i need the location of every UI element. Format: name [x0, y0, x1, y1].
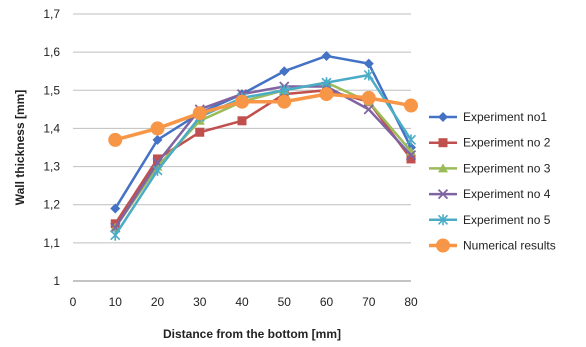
y-tick-label: 1,7 — [43, 7, 60, 21]
data-point — [363, 104, 374, 115]
y-tick-label: 1,6 — [43, 45, 60, 59]
y-axis-ticks: 1 1,1 1,2 1,3 1,4 1,5 1,6 1,7 — [43, 7, 60, 288]
data-point — [237, 116, 247, 126]
data-point — [361, 90, 376, 105]
legend-entry: Experiment no 4 — [429, 187, 551, 201]
data-point — [319, 87, 334, 102]
series-6 — [108, 87, 418, 147]
series-line — [114, 92, 412, 142]
x-tick-label: 10 — [109, 295, 123, 309]
y-tick-label: 1 — [53, 274, 60, 288]
x-tick-label: 70 — [362, 295, 376, 309]
grid-lines — [73, 13, 411, 282]
data-point — [152, 164, 163, 176]
data-point — [192, 106, 207, 121]
legend-label: Experiment no 5 — [463, 213, 551, 227]
data-point — [110, 229, 121, 241]
legend-label: Experiment no 2 — [463, 136, 551, 150]
legend-marker — [438, 112, 448, 122]
x-tick-label: 30 — [193, 295, 207, 309]
data-point — [321, 77, 332, 89]
legend-entry: Experiment no 2 — [429, 136, 551, 150]
y-axis-title: Wall thickness [mm] — [13, 90, 27, 206]
legend-marker — [437, 214, 449, 226]
x-tick-label: 50 — [278, 295, 292, 309]
data-point — [363, 69, 374, 81]
series-line — [114, 85, 412, 229]
y-tick-label: 1,3 — [43, 160, 60, 174]
y-tick-label: 1,4 — [43, 121, 60, 135]
legend-label: Experiment no 3 — [463, 161, 551, 175]
data-point — [404, 98, 418, 113]
data-point — [108, 132, 123, 147]
legend-entry: Experiment no 5 — [429, 213, 551, 227]
legend-entry: Experiment no 3 — [429, 161, 551, 175]
x-tick-label: 80 — [404, 295, 418, 309]
y-tick-label: 1,1 — [43, 236, 60, 250]
x-tick-label: 20 — [151, 295, 165, 309]
x-tick-label: 60 — [320, 295, 334, 309]
data-point — [153, 154, 162, 164]
legend-entry: Numerical results — [429, 238, 556, 253]
data-point — [406, 154, 416, 164]
legend-marker — [436, 238, 450, 253]
legend-label: Numerical results — [463, 239, 556, 253]
legend-marker — [438, 138, 448, 148]
x-axis-ticks: 0 10 20 30 40 50 60 70 80 — [70, 295, 418, 309]
x-axis-title: Distance from the bottom [mm] — [163, 327, 341, 341]
legend-label: Experiment no1 — [463, 110, 547, 124]
data-point — [235, 94, 249, 109]
legend-label: Experiment no 4 — [463, 187, 551, 201]
data-point — [363, 58, 374, 69]
legend: Experiment no1 Experiment no 2 Experiment … — [429, 110, 556, 253]
data-point — [279, 66, 290, 77]
legend-entry: Experiment no1 — [429, 110, 547, 124]
data-point — [110, 203, 121, 214]
data-point — [405, 149, 417, 161]
series-line — [114, 54, 413, 210]
y-tick-label: 1,2 — [43, 198, 60, 212]
legend-marker — [438, 163, 448, 173]
data-point — [279, 84, 290, 96]
y-tick-label: 1,5 — [43, 83, 60, 97]
data-point — [152, 134, 163, 145]
series-layer — [108, 50, 418, 241]
x-tick-label: 40 — [235, 295, 249, 309]
x-tick-label: 0 — [70, 295, 77, 309]
legend-marker — [437, 188, 449, 200]
series-line — [114, 73, 413, 236]
data-point — [150, 121, 165, 136]
data-point — [195, 127, 205, 137]
data-point — [277, 94, 292, 109]
data-point — [405, 134, 417, 146]
data-point — [321, 50, 332, 61]
